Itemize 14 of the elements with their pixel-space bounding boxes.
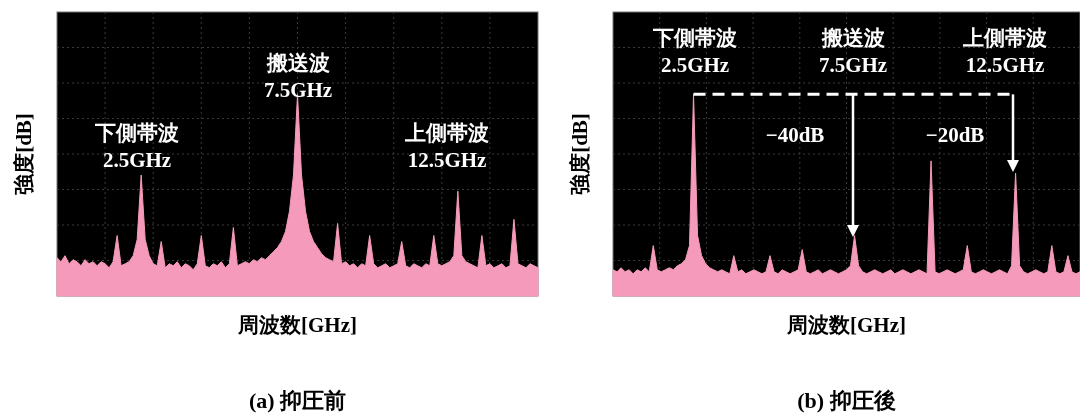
y-axis-title: 強度[dB] <box>568 113 592 195</box>
annotation: −20dB <box>925 123 985 147</box>
annotation: 搬送波 7.5GHz <box>263 51 333 103</box>
annotation: 上側帯波 12.5GHz <box>404 121 489 173</box>
text: (b) 抑圧後 <box>797 388 896 413</box>
text: (a) 抑圧前 <box>248 388 347 413</box>
text: 搬送波 7.5GHz <box>818 26 888 78</box>
annotation: 下側帯波 2.5GHz <box>94 121 179 173</box>
text: 下側帯波 2.5GHz <box>652 26 737 78</box>
x-axis-title: 周波数[GHz] <box>237 313 357 337</box>
annotation: −40dB <box>765 123 825 147</box>
x-axis-title: 周波数[GHz] <box>786 313 906 337</box>
text: 上側帯波 12.5GHz <box>962 26 1047 78</box>
y-axis-title: 強度[dB] <box>12 113 36 195</box>
